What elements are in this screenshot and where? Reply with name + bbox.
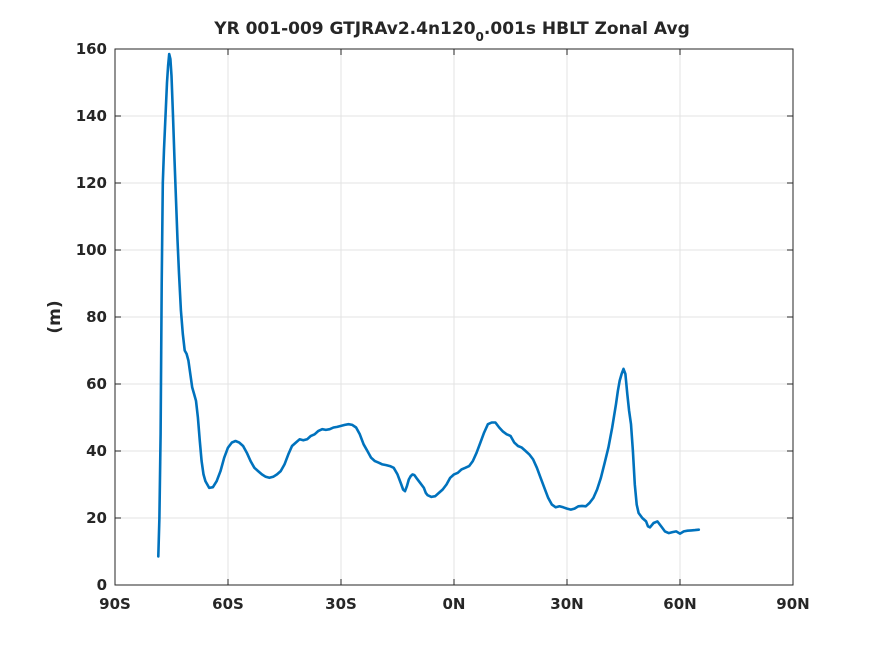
chart-title-prefix: YR 001-009 GTJRAv2.4n120 [213, 19, 475, 39]
y-tick-label: 40 [86, 442, 107, 460]
y-tick-label: 60 [86, 375, 107, 393]
x-tick-label: 60N [663, 595, 696, 613]
y-tick-label: 20 [86, 509, 107, 527]
x-tick-label: 30N [550, 595, 583, 613]
y-axis: 0 20 40 60 80 100 120 140 160 [76, 40, 793, 594]
y-tick-label: 140 [76, 107, 107, 125]
y-tick-label: 0 [97, 576, 107, 594]
y-tick-label: 100 [76, 241, 107, 259]
grid [114, 48, 794, 586]
x-tick-label: 30S [325, 595, 357, 613]
x-tick-label: 90N [776, 595, 809, 613]
chart-title-subscript: 0 [476, 30, 484, 44]
series-group [157, 52, 701, 558]
x-tick-label: 60S [212, 595, 244, 613]
y-tick-label: 80 [86, 308, 107, 326]
chart-title: YR 001-009 GTJRAv2.4n1200.001s HBLT Zona… [213, 19, 689, 44]
x-axis: 90S 60S 30S 0N 30N 60N 90N [99, 49, 810, 613]
chart-title-suffix: .001s HBLT Zonal Avg [484, 19, 690, 39]
y-axis-label: (m) [45, 300, 65, 333]
y-tick-label: 160 [76, 40, 107, 58]
series-line [157, 52, 701, 558]
x-tick-label: 90S [99, 595, 131, 613]
x-tick-label: 0N [443, 595, 466, 613]
y-tick-label: 120 [76, 174, 107, 192]
